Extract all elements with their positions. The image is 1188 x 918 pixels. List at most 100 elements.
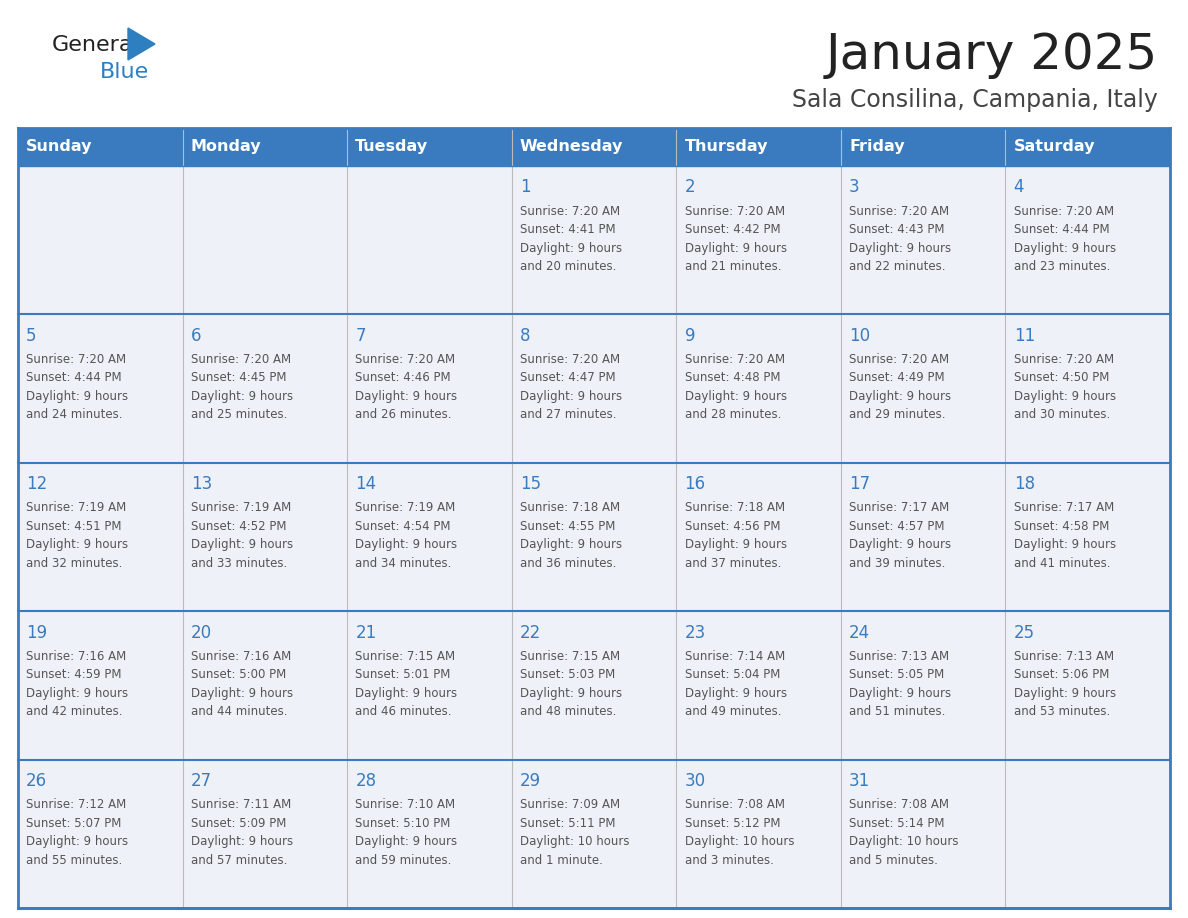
Bar [512, 166, 676, 314]
Text: 30: 30 [684, 772, 706, 790]
Bar [1005, 611, 1170, 759]
Bar [512, 128, 676, 166]
Bar [183, 314, 347, 463]
Text: 26: 26 [26, 772, 48, 790]
Bar [347, 128, 512, 166]
Bar [512, 759, 676, 908]
Text: January 2025: January 2025 [826, 31, 1158, 79]
Text: 28: 28 [355, 772, 377, 790]
Bar [18, 166, 183, 314]
Bar [1005, 166, 1170, 314]
Text: Sunrise: 7:18 AM
Sunset: 4:56 PM
Daylight: 9 hours
and 37 minutes.: Sunrise: 7:18 AM Sunset: 4:56 PM Dayligh… [684, 501, 786, 570]
Text: 6: 6 [191, 327, 201, 345]
Bar [676, 314, 841, 463]
Text: Blue: Blue [100, 62, 150, 82]
Text: 27: 27 [191, 772, 211, 790]
Text: Sunrise: 7:08 AM
Sunset: 5:14 PM
Daylight: 10 hours
and 5 minutes.: Sunrise: 7:08 AM Sunset: 5:14 PM Dayligh… [849, 798, 959, 867]
Bar [347, 611, 512, 759]
Text: Sunrise: 7:12 AM
Sunset: 5:07 PM
Daylight: 9 hours
and 55 minutes.: Sunrise: 7:12 AM Sunset: 5:07 PM Dayligh… [26, 798, 128, 867]
Text: 2: 2 [684, 178, 695, 196]
Bar [347, 166, 512, 314]
Bar [18, 128, 183, 166]
Polygon shape [128, 28, 154, 60]
Bar [183, 166, 347, 314]
Bar [18, 314, 183, 463]
Text: 17: 17 [849, 476, 871, 493]
Text: 21: 21 [355, 623, 377, 642]
Text: Saturday: Saturday [1013, 140, 1095, 154]
Bar [841, 166, 1005, 314]
Text: 7: 7 [355, 327, 366, 345]
Text: Sunrise: 7:20 AM
Sunset: 4:47 PM
Daylight: 9 hours
and 27 minutes.: Sunrise: 7:20 AM Sunset: 4:47 PM Dayligh… [520, 353, 623, 421]
Text: 20: 20 [191, 623, 211, 642]
Text: 22: 22 [520, 623, 542, 642]
Bar [1005, 128, 1170, 166]
Bar [347, 314, 512, 463]
Text: 14: 14 [355, 476, 377, 493]
Text: Sunrise: 7:20 AM
Sunset: 4:41 PM
Daylight: 9 hours
and 20 minutes.: Sunrise: 7:20 AM Sunset: 4:41 PM Dayligh… [520, 205, 623, 273]
Text: Friday: Friday [849, 140, 905, 154]
Bar [1005, 314, 1170, 463]
Text: Thursday: Thursday [684, 140, 767, 154]
Text: 11: 11 [1013, 327, 1035, 345]
Text: Sunrise: 7:11 AM
Sunset: 5:09 PM
Daylight: 9 hours
and 57 minutes.: Sunrise: 7:11 AM Sunset: 5:09 PM Dayligh… [191, 798, 293, 867]
Bar [512, 314, 676, 463]
Bar [18, 611, 183, 759]
Text: Monday: Monday [191, 140, 261, 154]
Bar [841, 611, 1005, 759]
Text: 16: 16 [684, 476, 706, 493]
Bar [676, 128, 841, 166]
Text: 31: 31 [849, 772, 871, 790]
Bar [183, 611, 347, 759]
Text: Sunrise: 7:20 AM
Sunset: 4:46 PM
Daylight: 9 hours
and 26 minutes.: Sunrise: 7:20 AM Sunset: 4:46 PM Dayligh… [355, 353, 457, 421]
Bar [1005, 463, 1170, 611]
Bar [183, 128, 347, 166]
Text: Sunrise: 7:13 AM
Sunset: 5:05 PM
Daylight: 9 hours
and 51 minutes.: Sunrise: 7:13 AM Sunset: 5:05 PM Dayligh… [849, 650, 952, 718]
Bar [183, 463, 347, 611]
Text: 12: 12 [26, 476, 48, 493]
Text: Sunrise: 7:19 AM
Sunset: 4:52 PM
Daylight: 9 hours
and 33 minutes.: Sunrise: 7:19 AM Sunset: 4:52 PM Dayligh… [191, 501, 293, 570]
Bar [676, 166, 841, 314]
Text: Sunrise: 7:19 AM
Sunset: 4:54 PM
Daylight: 9 hours
and 34 minutes.: Sunrise: 7:19 AM Sunset: 4:54 PM Dayligh… [355, 501, 457, 570]
Bar [512, 463, 676, 611]
Text: 18: 18 [1013, 476, 1035, 493]
Text: 24: 24 [849, 623, 871, 642]
Bar [512, 611, 676, 759]
Bar [347, 759, 512, 908]
Text: Sunrise: 7:17 AM
Sunset: 4:58 PM
Daylight: 9 hours
and 41 minutes.: Sunrise: 7:17 AM Sunset: 4:58 PM Dayligh… [1013, 501, 1116, 570]
Text: Sunrise: 7:16 AM
Sunset: 4:59 PM
Daylight: 9 hours
and 42 minutes.: Sunrise: 7:16 AM Sunset: 4:59 PM Dayligh… [26, 650, 128, 718]
Text: 19: 19 [26, 623, 48, 642]
Bar [183, 759, 347, 908]
Text: Wednesday: Wednesday [520, 140, 624, 154]
Text: 13: 13 [191, 476, 211, 493]
Bar [841, 314, 1005, 463]
Text: 15: 15 [520, 476, 541, 493]
Text: Sunrise: 7:09 AM
Sunset: 5:11 PM
Daylight: 10 hours
and 1 minute.: Sunrise: 7:09 AM Sunset: 5:11 PM Dayligh… [520, 798, 630, 867]
Text: Sunrise: 7:20 AM
Sunset: 4:49 PM
Daylight: 9 hours
and 29 minutes.: Sunrise: 7:20 AM Sunset: 4:49 PM Dayligh… [849, 353, 952, 421]
Text: 8: 8 [520, 327, 531, 345]
Text: Sunrise: 7:17 AM
Sunset: 4:57 PM
Daylight: 9 hours
and 39 minutes.: Sunrise: 7:17 AM Sunset: 4:57 PM Dayligh… [849, 501, 952, 570]
Text: Sunrise: 7:20 AM
Sunset: 4:50 PM
Daylight: 9 hours
and 30 minutes.: Sunrise: 7:20 AM Sunset: 4:50 PM Dayligh… [1013, 353, 1116, 421]
Text: Sunrise: 7:18 AM
Sunset: 4:55 PM
Daylight: 9 hours
and 36 minutes.: Sunrise: 7:18 AM Sunset: 4:55 PM Dayligh… [520, 501, 623, 570]
Text: Sala Consilina, Campania, Italy: Sala Consilina, Campania, Italy [792, 88, 1158, 112]
Text: Sunrise: 7:19 AM
Sunset: 4:51 PM
Daylight: 9 hours
and 32 minutes.: Sunrise: 7:19 AM Sunset: 4:51 PM Dayligh… [26, 501, 128, 570]
Bar [18, 463, 183, 611]
Bar [841, 128, 1005, 166]
Text: 3: 3 [849, 178, 860, 196]
Text: Sunrise: 7:13 AM
Sunset: 5:06 PM
Daylight: 9 hours
and 53 minutes.: Sunrise: 7:13 AM Sunset: 5:06 PM Dayligh… [1013, 650, 1116, 718]
Text: 9: 9 [684, 327, 695, 345]
Text: Sunrise: 7:20 AM
Sunset: 4:43 PM
Daylight: 9 hours
and 22 minutes.: Sunrise: 7:20 AM Sunset: 4:43 PM Dayligh… [849, 205, 952, 273]
Text: 23: 23 [684, 623, 706, 642]
Bar [841, 463, 1005, 611]
Text: General: General [52, 35, 140, 55]
Bar [841, 759, 1005, 908]
Text: Sunrise: 7:20 AM
Sunset: 4:44 PM
Daylight: 9 hours
and 24 minutes.: Sunrise: 7:20 AM Sunset: 4:44 PM Dayligh… [26, 353, 128, 421]
Text: Sunrise: 7:20 AM
Sunset: 4:45 PM
Daylight: 9 hours
and 25 minutes.: Sunrise: 7:20 AM Sunset: 4:45 PM Dayligh… [191, 353, 293, 421]
Bar [676, 759, 841, 908]
Text: Tuesday: Tuesday [355, 140, 429, 154]
Bar [18, 759, 183, 908]
Text: Sunrise: 7:15 AM
Sunset: 5:01 PM
Daylight: 9 hours
and 46 minutes.: Sunrise: 7:15 AM Sunset: 5:01 PM Dayligh… [355, 650, 457, 718]
Text: 10: 10 [849, 327, 871, 345]
Text: Sunrise: 7:08 AM
Sunset: 5:12 PM
Daylight: 10 hours
and 3 minutes.: Sunrise: 7:08 AM Sunset: 5:12 PM Dayligh… [684, 798, 794, 867]
Text: Sunrise: 7:20 AM
Sunset: 4:42 PM
Daylight: 9 hours
and 21 minutes.: Sunrise: 7:20 AM Sunset: 4:42 PM Dayligh… [684, 205, 786, 273]
